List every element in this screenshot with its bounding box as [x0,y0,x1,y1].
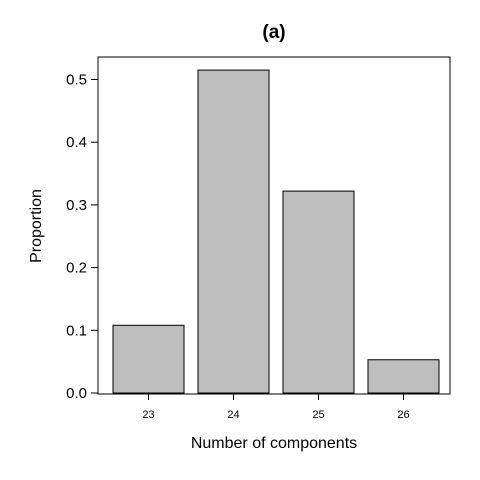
bars-group [112,69,440,394]
x-axis-label: Number of components [191,435,357,452]
y-tick-label: 0.3 [66,197,87,214]
bar-23 [112,324,185,394]
y-tick-label: 0.2 [66,260,87,277]
x-tick-label-23: 23 [142,409,154,421]
y-axis: 0.0 0.1 0.2 0.3 0.4 0.5 [66,72,99,402]
chart-title: (a) [262,22,285,43]
bar-26 [367,359,440,394]
x-axis: 23 24 25 26 [142,394,410,421]
bar-25 [282,190,355,394]
y-axis-label: Proportion [28,189,45,263]
x-tick-label-25: 25 [312,409,324,421]
y-tick-label: 0.0 [66,385,87,402]
y-tick-label: 0.5 [66,72,87,89]
y-tick-label: 0.1 [66,322,87,339]
y-tick-label: 0.4 [66,134,87,151]
bar-24 [197,69,270,394]
x-tick-label-24: 24 [227,409,239,421]
x-tick-label-26: 26 [397,409,409,421]
